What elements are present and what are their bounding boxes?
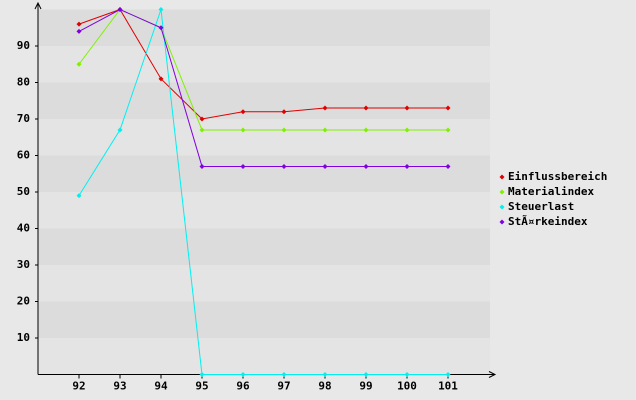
grid-band: [38, 9, 490, 46]
legend-marker: [499, 219, 505, 225]
data-point: [117, 7, 123, 12]
data-point: [76, 61, 82, 67]
grid-band: [38, 119, 490, 156]
series-line: [78, 8, 448, 167]
data-point: [117, 127, 123, 133]
grid-band: [38, 46, 490, 83]
data-point: [445, 372, 451, 377]
x-tick-label: 92: [72, 380, 85, 393]
data-point: [240, 163, 246, 169]
x-tick-label: 98: [318, 380, 331, 393]
data-point: [404, 105, 410, 111]
legend-label: Steuerlast: [508, 200, 574, 213]
y-tick-label: 30: [17, 258, 30, 271]
x-tick-label: 96: [236, 380, 250, 393]
data-point: [322, 163, 328, 169]
data-point: [158, 7, 164, 12]
y-tick-label: 20: [17, 295, 30, 308]
data-point: [76, 21, 82, 27]
data-point: [281, 109, 287, 115]
y-tick-label: 90: [17, 39, 30, 52]
x-tick-label: 93: [113, 380, 126, 393]
y-tick-label: 60: [17, 149, 30, 162]
data-point: [199, 372, 205, 377]
grid-band: [38, 338, 490, 375]
y-axis-arrow: [34, 1, 42, 10]
series-line: [78, 8, 448, 120]
legend-label: Materialindex: [508, 185, 594, 198]
data-point: [404, 372, 410, 377]
data-point: [240, 127, 246, 133]
data-point: [363, 105, 369, 111]
grid-band: [38, 301, 490, 338]
x-tick-label: 99: [359, 380, 372, 393]
data-point: [76, 193, 82, 199]
grid-band: [38, 192, 490, 229]
data-point: [158, 76, 164, 82]
data-point: [76, 28, 82, 34]
series-line: [78, 9, 448, 375]
y-tick-label: 80: [17, 76, 30, 89]
legend-label: Einflussbereich: [508, 170, 607, 183]
data-point: [199, 127, 205, 133]
data-point: [363, 163, 369, 169]
data-point: [240, 372, 246, 377]
data-point: [199, 116, 205, 122]
grid-band: [38, 265, 490, 302]
grid-band: [38, 228, 490, 265]
data-point: [158, 25, 164, 31]
data-point: [281, 163, 287, 169]
data-point: [404, 163, 410, 169]
legend-marker: [499, 204, 505, 210]
y-tick-label: 40: [17, 222, 30, 235]
legend-label: StÃ¤rkeindex: [508, 215, 588, 228]
y-tick-label: 50: [17, 185, 30, 198]
data-point: [445, 127, 451, 133]
data-point: [363, 372, 369, 377]
data-point: [363, 127, 369, 133]
data-point: [199, 163, 205, 169]
legend-marker: [499, 174, 505, 180]
x-tick-label: 100: [397, 380, 417, 393]
data-point: [322, 127, 328, 133]
data-point: [281, 372, 287, 377]
data-point: [445, 105, 451, 111]
x-tick-label: 97: [277, 380, 290, 393]
data-point: [322, 105, 328, 111]
data-point: [404, 127, 410, 133]
x-tick-label: 101: [438, 380, 458, 393]
legend-marker: [499, 189, 505, 195]
x-axis-arrow: [488, 371, 497, 378]
data-point: [322, 372, 328, 377]
data-point: [445, 163, 451, 169]
y-tick-label: 70: [17, 112, 30, 125]
data-point: [240, 109, 246, 115]
data-point: [281, 127, 287, 133]
grid-band: [38, 82, 490, 119]
y-tick-label: 10: [17, 331, 30, 344]
x-tick-label: 95: [195, 380, 208, 393]
grid-band: [38, 155, 490, 192]
x-tick-label: 94: [154, 380, 168, 393]
